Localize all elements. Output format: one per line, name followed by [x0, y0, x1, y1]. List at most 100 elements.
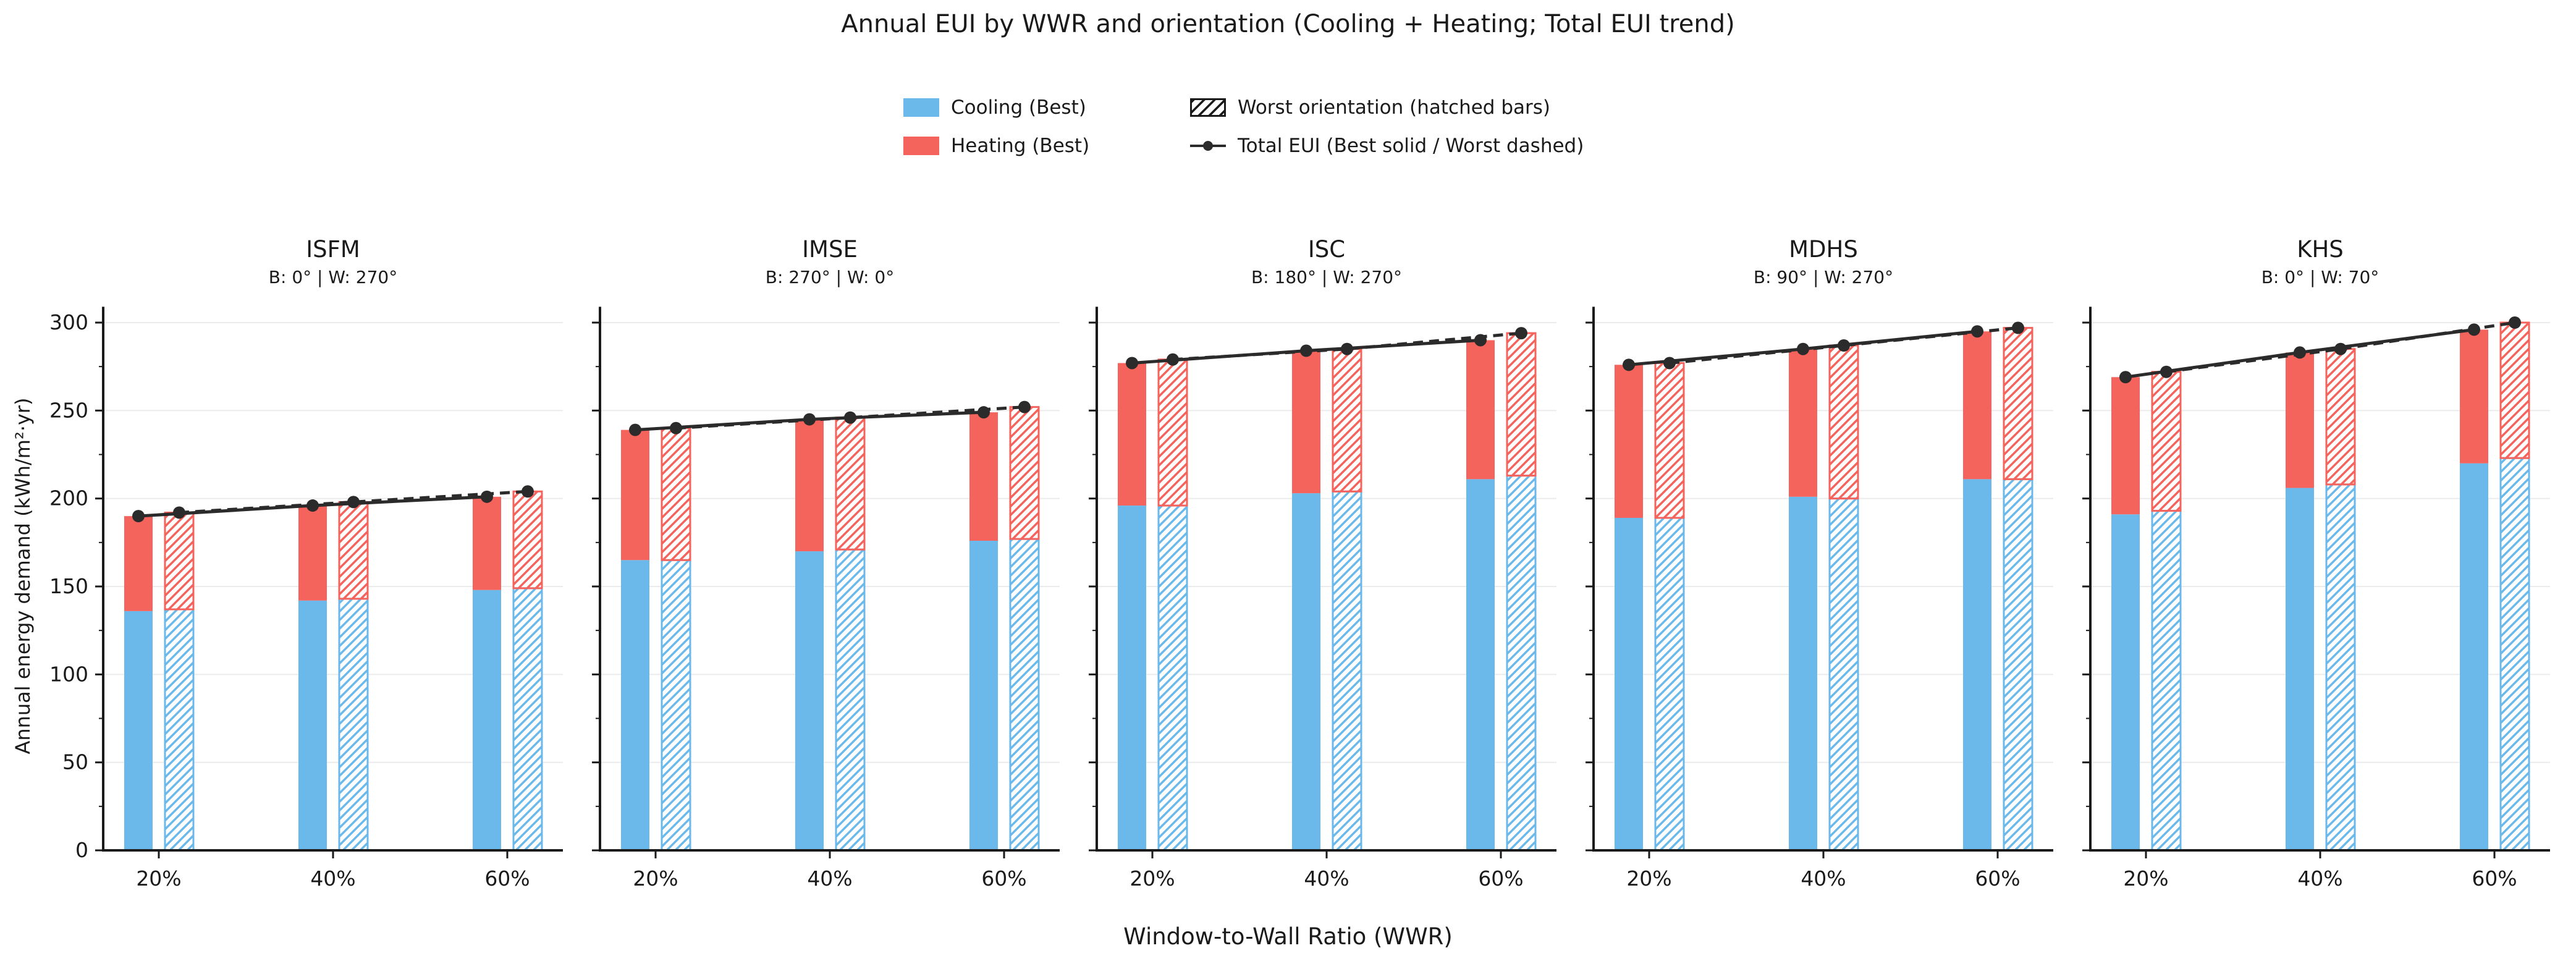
total-marker [1126, 357, 1138, 370]
total-marker [1300, 344, 1312, 357]
total-line-worst [1172, 331, 1522, 362]
subplot-canvas-ISC: 20% 40% 60% [1089, 307, 1556, 891]
x-tick-label: 60% [1478, 866, 1523, 891]
x-tick-label: 40% [2297, 866, 2342, 891]
subplot-header-ISFM: ISFM B: 0° | W: 270° [103, 236, 563, 288]
x-tick-label: 40% [310, 866, 355, 891]
bar-worst-cooling [1332, 490, 1362, 852]
subplot-title: ISFM [306, 236, 360, 263]
subplot-title: ISC [1307, 236, 1346, 263]
bar-best-cooling [1789, 496, 1817, 850]
y-tick-label: 100 [49, 662, 88, 686]
x-tick-label: 20% [2123, 866, 2168, 891]
subplot-title: IMSE [802, 236, 858, 263]
legend-item-total: Total EUI (Best solid / Worst dashed) [1190, 135, 1584, 157]
bar-best-heating [1466, 340, 1495, 480]
total-marker [347, 496, 360, 509]
total-marker [2119, 371, 2132, 384]
subplot-title: MDHS [1789, 236, 1858, 263]
bar-worst-heating [1828, 344, 1859, 500]
total-line-worst [179, 489, 528, 514]
x-tick-label: 20% [136, 866, 181, 891]
bar-best-heating [1963, 331, 1991, 480]
legend-label-worst: Worst orientation (hatched bars) [1238, 96, 1550, 119]
legend: Cooling (Best) Worst orientation (hatche… [903, 96, 1584, 157]
subplot-header-IMSE: IMSE B: 270° | W: 0° [600, 236, 1060, 288]
bar-best-cooling [2286, 488, 2314, 850]
total-marker [1623, 358, 1635, 371]
x-tick-label: 20% [1130, 866, 1175, 891]
bar-best-cooling [2111, 514, 2140, 850]
subplot-subtitle: B: 180° | W: 270° [1251, 267, 1403, 287]
total-line-worst [2166, 321, 2515, 374]
total-marker [1515, 327, 1527, 340]
bar-best-heating [1615, 365, 1643, 518]
bar-best-heating [1118, 363, 1146, 506]
y-tick-label: 200 [49, 486, 88, 510]
bar-worst-heating [2499, 321, 2530, 459]
bar-best-cooling [621, 560, 649, 850]
bar-best-heating [124, 516, 153, 611]
legend-label-total: Total EUI (Best solid / Worst dashed) [1238, 135, 1584, 157]
bar-worst-heating [2325, 348, 2356, 486]
y-axis-label: Annual energy demand (kWh/m²·yr) [11, 397, 35, 755]
total-marker [2012, 321, 2024, 334]
total-marker [132, 510, 145, 523]
bar-best-heating [969, 412, 998, 541]
total-marker [1341, 342, 1353, 355]
bar-best-cooling [1615, 517, 1643, 850]
bar-best-cooling [1292, 493, 1320, 850]
total-marker [978, 406, 990, 419]
y-tick-label: 250 [49, 398, 88, 422]
total-marker [2294, 346, 2306, 359]
total-marker [2509, 316, 2521, 329]
total-marker [629, 423, 641, 436]
bar-best-cooling [473, 590, 501, 850]
subplot-subtitle: B: 270° | W: 0° [765, 267, 895, 287]
subplot-canvas-KHS: 20% 40% 60% [2082, 307, 2550, 891]
bar-worst-cooling [661, 559, 691, 852]
bar-worst-heating [1332, 348, 1362, 493]
bar-worst-heating [338, 501, 369, 600]
subplot-header-KHS: KHS B: 0° | W: 70° [2090, 236, 2550, 288]
subplot-subtitle: B: 0° | W: 270° [268, 267, 398, 287]
bar-best-heating [473, 496, 501, 590]
x-tick-label: 20% [633, 866, 678, 891]
bar-worst-cooling [2151, 510, 2182, 852]
bar-best-heating [298, 506, 327, 601]
subplot-canvas-MDHS: 20% 40% 60% [1586, 307, 2053, 891]
total-marker [1474, 334, 1487, 347]
bar-best-heating [2111, 377, 2140, 515]
y-tick-label: 0 [75, 838, 88, 862]
total-marker [2334, 342, 2347, 355]
legend-label-cooling: Cooling (Best) [951, 96, 1086, 119]
bar-worst-cooling [2325, 483, 2356, 852]
bar-best-cooling [2460, 463, 2488, 850]
x-tick-label: 60% [484, 866, 530, 891]
bar-worst-cooling [835, 548, 866, 852]
subplot-canvas-ISFM: 20% 40% 60% 0 50 100 150 200 250 300 [49, 307, 563, 891]
bar-worst-heating [2151, 371, 2182, 512]
total-marker [1971, 325, 1983, 338]
total-marker [481, 490, 493, 503]
y-tick-label: 150 [49, 574, 88, 598]
total-marker [2468, 323, 2480, 336]
x-tick-label: 40% [1304, 866, 1349, 891]
legend-swatch-heating [903, 137, 939, 155]
legend-total-line-marker [1190, 137, 1226, 155]
subplot-header-ISC: ISC B: 180° | W: 270° [1097, 236, 1556, 288]
total-marker [1838, 339, 1850, 352]
bar-worst-cooling [164, 608, 195, 852]
y-tick-label: 50 [62, 750, 88, 774]
bar-best-heating [621, 429, 649, 561]
bar-best-cooling [1963, 479, 1991, 850]
bar-worst-cooling [1506, 475, 1537, 852]
bar-best-cooling [298, 600, 327, 850]
total-marker [2160, 365, 2173, 378]
bar-worst-heating [661, 427, 691, 561]
bar-worst-heating [164, 511, 195, 611]
bar-worst-heating [1157, 358, 1188, 507]
bar-worst-cooling [2003, 478, 2033, 852]
bar-best-heating [2460, 329, 2488, 463]
